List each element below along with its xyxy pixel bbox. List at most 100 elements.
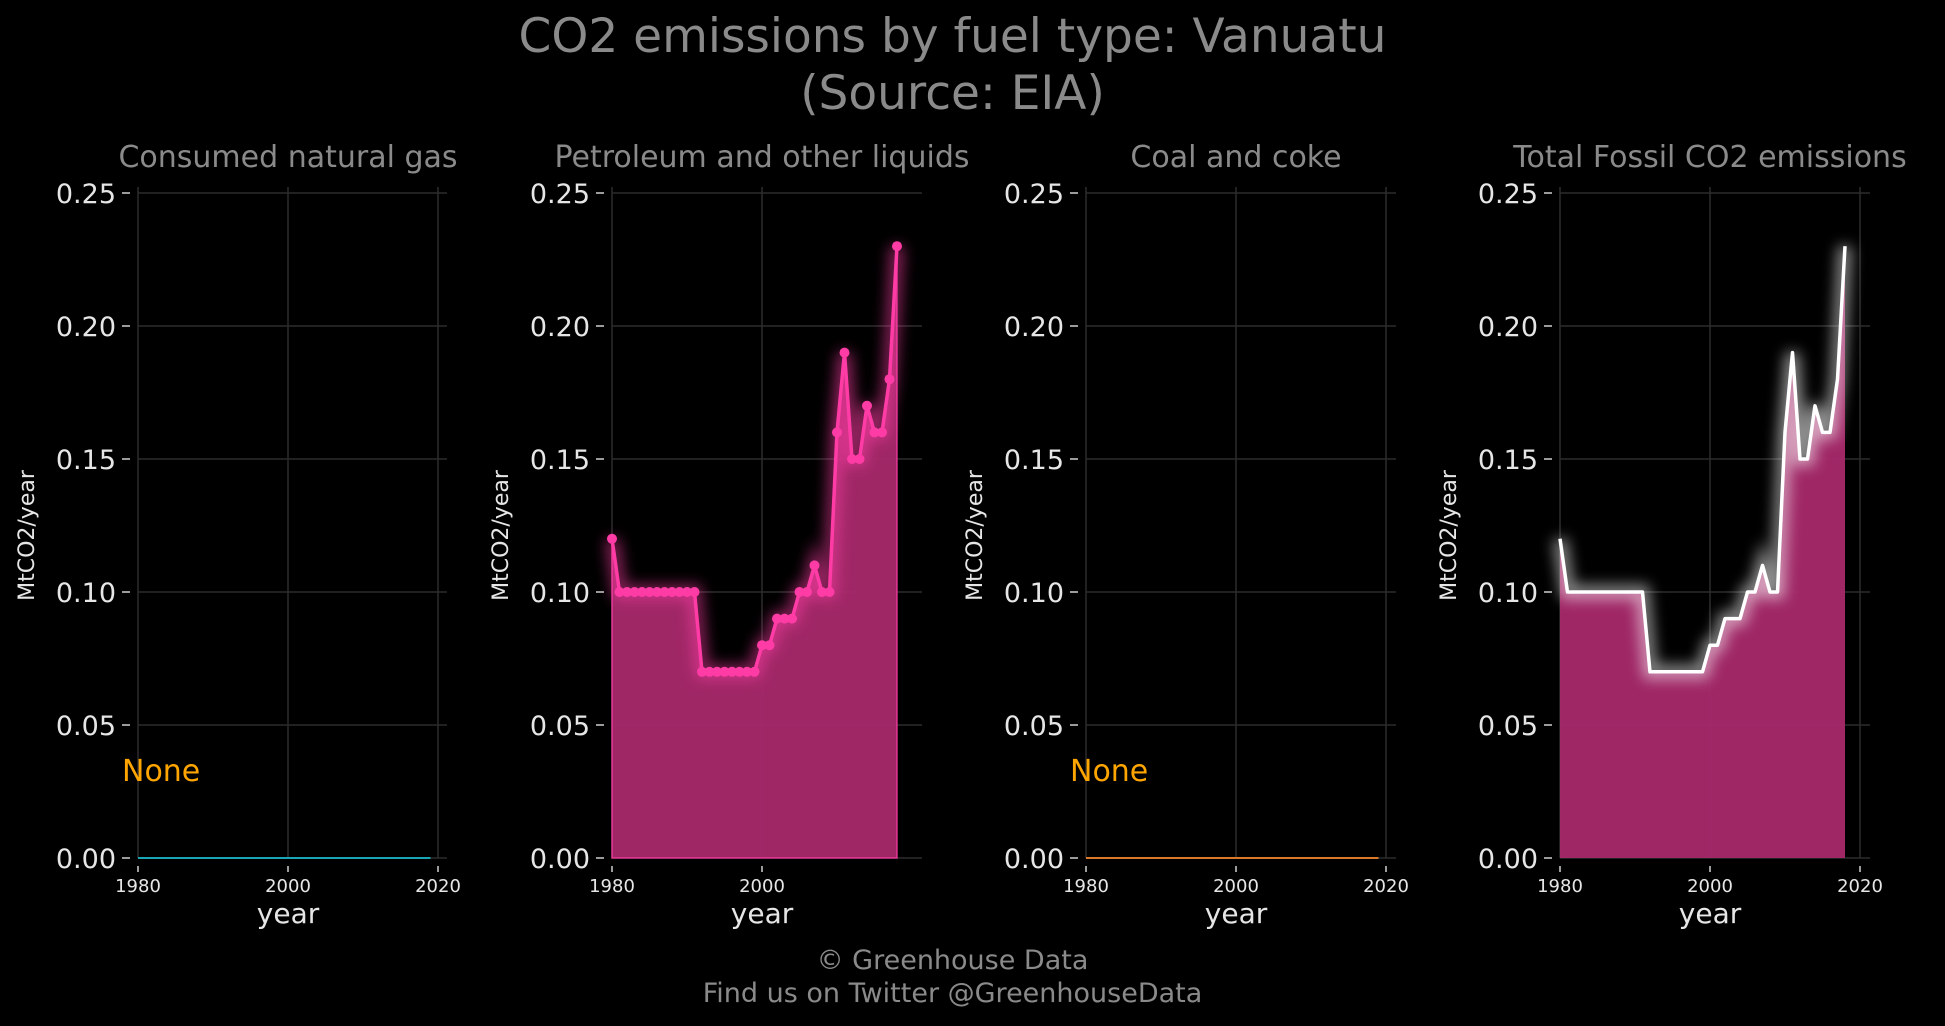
y-tick-label: 0.05 xyxy=(1004,711,1064,742)
data-point xyxy=(622,587,632,597)
x-tick-label: 2020 xyxy=(1363,876,1409,897)
data-point xyxy=(802,587,812,597)
data-point xyxy=(682,587,692,597)
x-axis-label: year xyxy=(1679,897,1742,930)
x-tick-label: 2000 xyxy=(739,876,785,897)
y-tick-label: 0.20 xyxy=(56,312,116,343)
panel-4: 0.00 0.05 0.10 0.15 0.20 0.25 1980 2000 2020 year… xyxy=(1437,140,1907,930)
y-tick-label: 0.15 xyxy=(56,445,116,476)
data-point xyxy=(757,640,767,651)
x-tick-label: 1980 xyxy=(115,876,161,897)
y-tick-label: 0.25 xyxy=(1004,179,1064,210)
data-point xyxy=(652,587,662,597)
y-tick-label: 0.20 xyxy=(1004,312,1064,343)
footer: © Greenhouse Data Find us on Twitter @Gr… xyxy=(0,944,1905,1010)
x-tick-label: 2020 xyxy=(1837,876,1883,897)
data-point xyxy=(659,587,670,597)
data-point xyxy=(644,587,655,597)
x-tick-label: 1980 xyxy=(589,876,635,897)
y-tick-label: 0.10 xyxy=(530,578,590,609)
data-point xyxy=(749,666,760,677)
panel-title: Coal and coke xyxy=(1130,140,1341,175)
data-point xyxy=(832,427,842,438)
y-tick-label: 0.00 xyxy=(1004,844,1064,875)
y-tick-label: 0.10 xyxy=(1478,578,1538,609)
y-tick-label: 0.00 xyxy=(56,844,116,875)
y-tick-label: 0.20 xyxy=(530,312,590,343)
y-axis-label: MtCO2/year xyxy=(963,469,988,601)
data-point xyxy=(629,587,640,597)
x-tick-label: 2000 xyxy=(1213,876,1259,897)
data-point xyxy=(674,587,685,597)
panel-3: 0.00 0.05 0.10 0.15 0.20 0.25 1980 2000 2020 year… xyxy=(963,140,1409,930)
data-point xyxy=(697,666,707,677)
area-fill xyxy=(1560,246,1845,858)
y-axis-label: MtCO2/year xyxy=(489,469,514,601)
data-point xyxy=(787,613,797,624)
y-tick-label: 0.10 xyxy=(1004,578,1064,609)
none-annotation: None xyxy=(122,754,200,789)
data-point xyxy=(689,587,700,597)
data-point xyxy=(817,587,827,597)
data-point xyxy=(779,613,790,624)
data-point xyxy=(607,533,617,544)
data-point xyxy=(892,241,902,252)
x-tick-label: 2000 xyxy=(265,876,311,897)
data-point xyxy=(734,666,745,677)
none-annotation: None xyxy=(1070,754,1148,789)
x-tick-label: 2020 xyxy=(415,876,461,897)
x-axis-label: year xyxy=(257,897,320,930)
x-axis-label: year xyxy=(731,897,794,930)
data-point xyxy=(839,347,850,358)
data-point xyxy=(764,640,775,651)
footer-copyright: © Greenhouse Data xyxy=(816,945,1089,976)
chart-title: CO2 emissions by fuel type: Vanuatu (Sou… xyxy=(0,8,1905,122)
data-point xyxy=(824,587,835,597)
y-tick-label: 0.05 xyxy=(530,711,590,742)
chart-title-line-2: (Source: EIA) xyxy=(800,66,1105,121)
y-tick-label: 0.20 xyxy=(1478,312,1538,343)
panel-title: Total Fossil CO2 emissions xyxy=(1512,140,1906,175)
x-axis-label: year xyxy=(1205,897,1268,930)
data-point xyxy=(809,560,820,571)
data-point xyxy=(667,587,677,597)
y-tick-label: 0.00 xyxy=(530,844,590,875)
y-tick-label: 0.15 xyxy=(530,445,590,476)
data-point xyxy=(712,666,722,677)
data-point xyxy=(862,400,872,411)
y-tick-label: 0.25 xyxy=(530,179,590,210)
y-tick-label: 0.05 xyxy=(56,711,116,742)
data-point xyxy=(727,666,737,677)
series-line xyxy=(1558,246,1847,674)
area-fill xyxy=(612,246,897,858)
panel-title: Petroleum and other liquids xyxy=(554,140,969,175)
data-point xyxy=(704,666,715,677)
data-point xyxy=(869,427,880,438)
y-tick-label: 0.10 xyxy=(56,578,116,609)
data-point xyxy=(794,587,805,597)
chart-title-line-1: CO2 emissions by fuel type: Vanuatu xyxy=(518,9,1387,64)
y-tick-label: 0.25 xyxy=(56,179,116,210)
y-tick-label: 0.25 xyxy=(1478,179,1538,210)
data-point xyxy=(884,374,895,385)
panel-1: 0.00 0.05 0.10 0.15 0.20 0.25 1980 2000 2020 year… xyxy=(15,140,461,930)
data-point xyxy=(742,666,752,677)
panel-title: Consumed natural gas xyxy=(118,140,457,175)
data-point xyxy=(847,454,857,464)
y-tick-label: 0.00 xyxy=(1478,844,1538,875)
data-point xyxy=(719,666,730,677)
data-point xyxy=(772,613,782,624)
data-point xyxy=(854,454,865,464)
y-axis-label: MtCO2/year xyxy=(15,469,40,601)
y-tick-label: 0.15 xyxy=(1004,445,1064,476)
data-point xyxy=(637,587,647,597)
y-tick-label: 0.05 xyxy=(1478,711,1538,742)
data-point xyxy=(877,427,887,438)
data-point xyxy=(614,587,625,597)
footer-twitter: Find us on Twitter @GreenhouseData xyxy=(702,978,1203,1009)
x-tick-label: 1980 xyxy=(1537,876,1583,897)
y-tick-label: 0.15 xyxy=(1478,445,1538,476)
y-axis-label: MtCO2/year xyxy=(1437,469,1462,601)
